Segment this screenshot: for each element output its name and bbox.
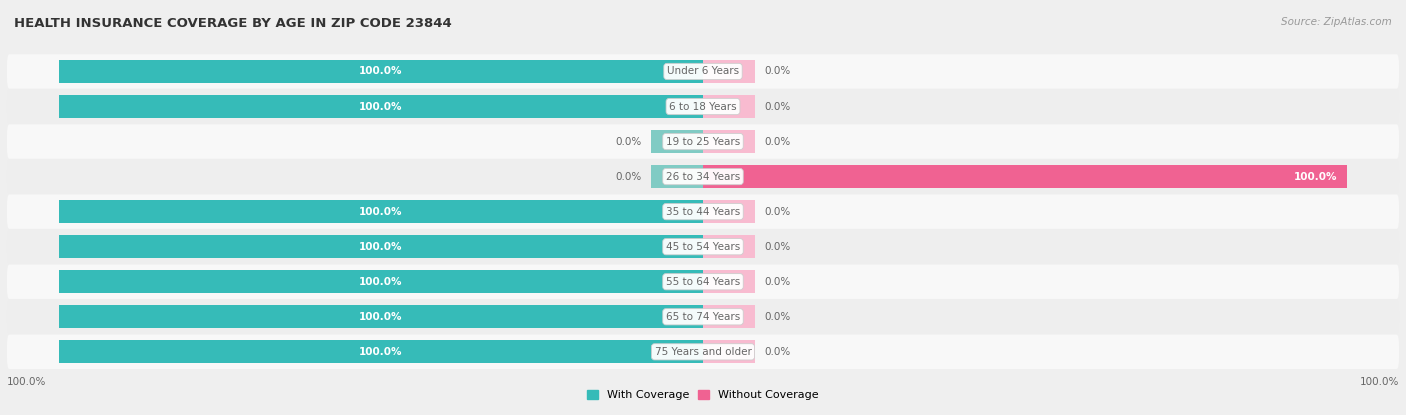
Text: 19 to 25 Years: 19 to 25 Years xyxy=(666,137,740,146)
Bar xyxy=(703,95,755,118)
Text: 0.0%: 0.0% xyxy=(765,347,790,357)
Text: 100.0%: 100.0% xyxy=(1360,377,1399,387)
Text: Source: ZipAtlas.com: Source: ZipAtlas.com xyxy=(1281,17,1392,27)
Text: 100.0%: 100.0% xyxy=(359,277,402,287)
Text: 0.0%: 0.0% xyxy=(765,242,790,251)
Bar xyxy=(59,340,703,363)
Text: 0.0%: 0.0% xyxy=(616,137,641,146)
Text: 6 to 18 Years: 6 to 18 Years xyxy=(669,102,737,112)
Text: 100.0%: 100.0% xyxy=(7,377,46,387)
Text: 100.0%: 100.0% xyxy=(359,312,402,322)
FancyBboxPatch shape xyxy=(7,124,1399,159)
Bar xyxy=(59,305,703,328)
Text: 0.0%: 0.0% xyxy=(616,172,641,182)
Text: Under 6 Years: Under 6 Years xyxy=(666,66,740,76)
Legend: With Coverage, Without Coverage: With Coverage, Without Coverage xyxy=(582,386,824,405)
Text: 75 Years and older: 75 Years and older xyxy=(655,347,751,357)
Text: 0.0%: 0.0% xyxy=(765,277,790,287)
Bar xyxy=(651,130,703,153)
Text: 100.0%: 100.0% xyxy=(359,347,402,357)
Bar xyxy=(703,165,1347,188)
FancyBboxPatch shape xyxy=(7,229,1399,264)
Text: 0.0%: 0.0% xyxy=(765,207,790,217)
FancyBboxPatch shape xyxy=(7,265,1399,299)
Text: 0.0%: 0.0% xyxy=(765,312,790,322)
Bar xyxy=(59,200,703,223)
Bar xyxy=(59,235,703,258)
Text: 65 to 74 Years: 65 to 74 Years xyxy=(666,312,740,322)
Bar xyxy=(651,165,703,188)
Bar xyxy=(703,270,755,293)
Text: 0.0%: 0.0% xyxy=(765,137,790,146)
Text: 35 to 44 Years: 35 to 44 Years xyxy=(666,207,740,217)
FancyBboxPatch shape xyxy=(7,300,1399,334)
Text: 0.0%: 0.0% xyxy=(765,102,790,112)
FancyBboxPatch shape xyxy=(7,195,1399,229)
FancyBboxPatch shape xyxy=(7,54,1399,89)
Text: 100.0%: 100.0% xyxy=(359,102,402,112)
Text: 0.0%: 0.0% xyxy=(765,66,790,76)
Text: 100.0%: 100.0% xyxy=(1294,172,1337,182)
Bar xyxy=(703,60,755,83)
Bar xyxy=(59,95,703,118)
Text: HEALTH INSURANCE COVERAGE BY AGE IN ZIP CODE 23844: HEALTH INSURANCE COVERAGE BY AGE IN ZIP … xyxy=(14,17,451,29)
Bar xyxy=(703,130,755,153)
Bar xyxy=(703,235,755,258)
Text: 55 to 64 Years: 55 to 64 Years xyxy=(666,277,740,287)
Text: 100.0%: 100.0% xyxy=(359,66,402,76)
FancyBboxPatch shape xyxy=(7,159,1399,194)
Bar xyxy=(703,340,755,363)
Text: 100.0%: 100.0% xyxy=(359,207,402,217)
Bar xyxy=(59,60,703,83)
Text: 100.0%: 100.0% xyxy=(359,242,402,251)
FancyBboxPatch shape xyxy=(7,334,1399,369)
Text: 45 to 54 Years: 45 to 54 Years xyxy=(666,242,740,251)
FancyBboxPatch shape xyxy=(7,89,1399,124)
Bar xyxy=(703,200,755,223)
Text: 26 to 34 Years: 26 to 34 Years xyxy=(666,172,740,182)
Bar xyxy=(59,270,703,293)
Bar xyxy=(703,305,755,328)
